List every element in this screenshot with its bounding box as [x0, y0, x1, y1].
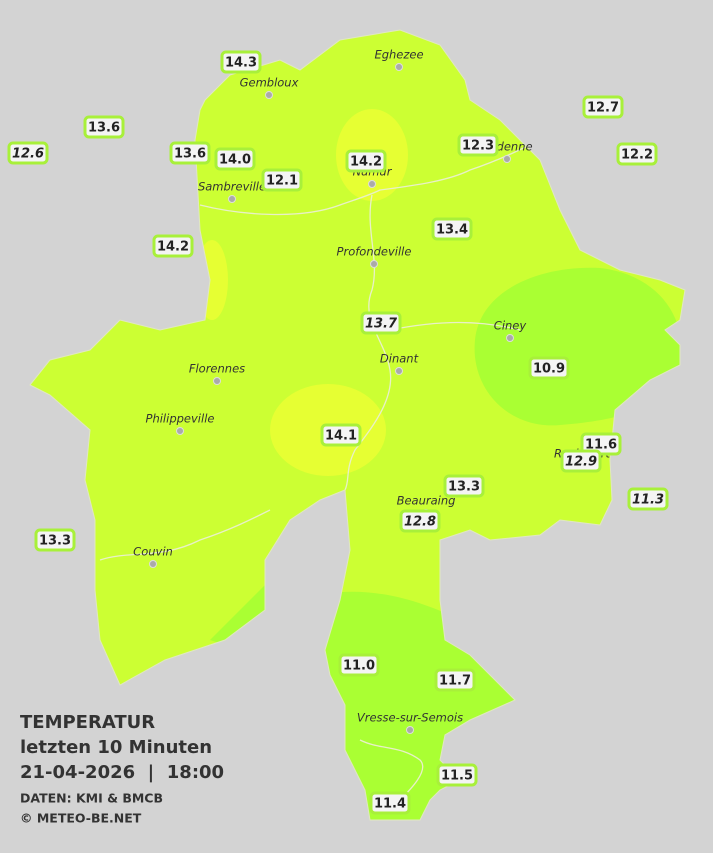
station-value: 14.2 [157, 240, 189, 255]
station-value: 12.1 [266, 174, 298, 189]
station-box [7, 141, 49, 165]
town-label: Gembloux [240, 76, 299, 90]
town-label: Vresse-sur-Semois [357, 711, 463, 725]
station-box [214, 147, 256, 171]
station-value: 13.6 [88, 121, 120, 136]
rivers [99, 129, 561, 801]
town-label: Couvin [133, 545, 173, 559]
town-label: Beauraing [397, 494, 456, 508]
town-dot [370, 260, 378, 268]
station-value: 14.2 [350, 155, 382, 170]
station-value: 12.9 [565, 455, 597, 470]
station-box [338, 653, 380, 677]
station-box [616, 142, 658, 166]
station-value: 11.3 [632, 493, 664, 508]
town-label: Sambreville [198, 180, 266, 194]
town-dot [368, 180, 376, 188]
source: DATEN: KMI & BMCB [20, 791, 163, 806]
town-label: Dinant [380, 352, 419, 366]
station-value: 11.7 [439, 674, 471, 689]
station-value: 12.7 [587, 101, 619, 116]
station-value: 14.0 [219, 153, 251, 168]
town-label: Philippeville [146, 412, 215, 426]
station-box [528, 356, 570, 380]
town-dot [176, 427, 184, 435]
copyright: © METEO-BE.NET [20, 811, 142, 826]
station-value: 14.1 [325, 429, 357, 444]
station-value: 11.0 [343, 659, 375, 674]
town-label: Eghezee [374, 48, 423, 62]
town-dot [395, 63, 403, 71]
station-box [443, 474, 485, 498]
subheading: letzten 10 Minuten [20, 737, 212, 758]
town-dot [395, 367, 403, 375]
station-value: 11.5 [441, 769, 473, 784]
town-dot [506, 334, 514, 342]
station-value: 14.3 [225, 56, 257, 71]
station-box [627, 487, 669, 511]
station-box [431, 217, 473, 241]
station-box [560, 449, 602, 473]
station-box [152, 234, 194, 258]
station-value: 13.7 [365, 317, 398, 332]
timestamp: 21-04-2026 | 18:00 [20, 762, 224, 783]
station-value: 11.6 [585, 438, 617, 453]
station-box [582, 95, 624, 119]
station-box [320, 423, 362, 447]
station-value: 11.4 [374, 797, 406, 812]
station-value: 13.4 [436, 223, 468, 238]
station-box [261, 168, 303, 192]
town-label: Profondeville [337, 245, 412, 259]
town-dot [406, 726, 414, 734]
town-dot [149, 560, 157, 568]
station-box [34, 528, 76, 552]
station-value: 13.3 [39, 534, 71, 549]
station-value: 12.2 [621, 148, 653, 163]
town-dot [503, 155, 511, 163]
town-label: Ciney [494, 319, 527, 333]
station-box [220, 50, 262, 74]
station-value: 12.3 [462, 139, 494, 154]
station-box [345, 149, 387, 173]
temp-zone [474, 267, 682, 426]
station-box [457, 133, 499, 157]
station-value: 12.6 [12, 147, 44, 162]
station-box [399, 509, 441, 533]
station-box [369, 791, 411, 815]
station-box [434, 668, 476, 692]
station-box [169, 141, 211, 165]
station-value: 10.9 [533, 362, 565, 377]
town-dot [228, 195, 236, 203]
heading: TEMPERATUR [20, 712, 155, 733]
station-box [436, 763, 478, 787]
station-value: 13.6 [174, 147, 206, 162]
town-dot [265, 91, 273, 99]
station-value: 13.3 [448, 480, 480, 495]
station-box [360, 311, 402, 335]
station-box [83, 115, 125, 139]
town-dot [213, 377, 221, 385]
station-value: 12.8 [404, 515, 436, 530]
town-label: Florennes [189, 362, 245, 376]
